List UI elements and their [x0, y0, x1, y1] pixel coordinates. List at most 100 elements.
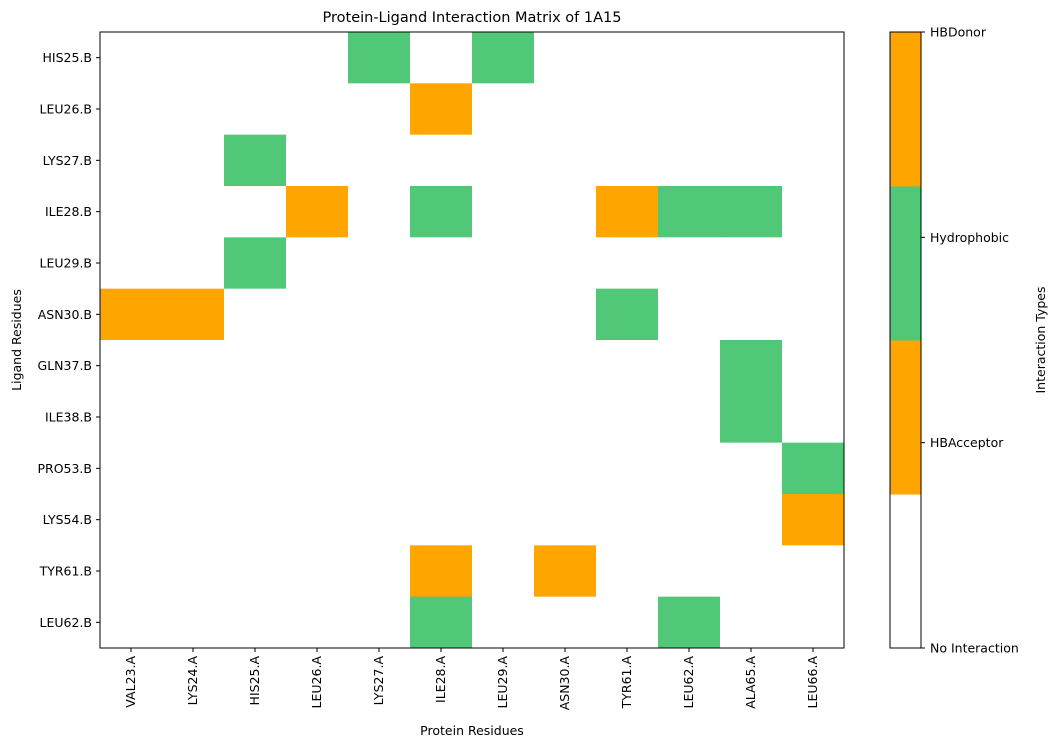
heatmap-cell	[472, 288, 535, 341]
heatmap-cell	[472, 442, 535, 495]
colorbar-label: Interaction Types	[1033, 286, 1048, 393]
heatmap-cell	[162, 545, 225, 598]
heatmap-cell	[286, 442, 349, 495]
heatmap-cell	[162, 186, 225, 238]
colorbar-tick-label: HBDonor	[930, 25, 987, 40]
x-axis-ticks: VAL23.A LYS24.A HIS25.A LEU26.A LYS27.A ILE28…	[123, 648, 820, 710]
heatmap-cell	[596, 83, 659, 136]
heatmap-cell	[596, 186, 659, 238]
heatmap-cell	[534, 288, 597, 341]
x-tick-label: LYS27.A	[371, 656, 386, 706]
chart-title: Protein-Ligand Interaction Matrix of 1A1…	[323, 10, 622, 26]
x-tick-label: LEU26.A	[309, 656, 324, 709]
heatmap-cell	[100, 134, 163, 187]
heatmap-cell	[410, 391, 473, 444]
y-tick-label: LEU62.B	[40, 615, 92, 630]
y-tick-label: ASN30.B	[38, 307, 92, 322]
y-tick-label: HIS25.B	[43, 50, 92, 65]
heatmap-cell	[348, 391, 411, 444]
heatmap-cell	[410, 494, 473, 546]
heatmap-cell	[720, 340, 783, 392]
heatmap-cell	[348, 134, 411, 187]
x-tick-label: ILE28.A	[433, 656, 448, 703]
heatmap-cell	[658, 340, 721, 392]
heatmap-cell	[286, 32, 349, 84]
heatmap-cell	[472, 186, 535, 238]
heatmap-cell	[410, 288, 473, 341]
y-tick-label: LEU26.B	[40, 102, 92, 117]
heatmap-cell	[658, 391, 721, 444]
heatmap-cell	[534, 83, 597, 136]
x-tick-label: LEU62.A	[681, 656, 696, 709]
heatmap-cell	[162, 83, 225, 136]
heatmap-cell	[658, 494, 721, 546]
heatmap-cell	[100, 340, 163, 392]
heatmap-cell	[720, 494, 783, 546]
x-tick-label: ASN30.A	[557, 656, 572, 711]
heatmap-cell	[410, 237, 473, 290]
heatmap-cell	[348, 32, 411, 84]
x-tick-label: TYR61.A	[619, 656, 634, 710]
heatmap-cell	[720, 186, 783, 238]
heatmap-cell	[286, 288, 349, 341]
y-tick-label: PRO53.B	[37, 461, 92, 476]
y-axis-ticks: HIS25.B LEU26.B LYS27.B ILE28.B LEU29.B ASN30…	[37, 50, 100, 630]
x-tick-label: LEU29.A	[495, 656, 510, 709]
heatmap-cell	[348, 596, 411, 649]
heatmap-cell	[596, 288, 659, 341]
heatmap-cell	[224, 494, 287, 546]
heatmap-cell	[100, 391, 163, 444]
heatmap-cell	[224, 288, 287, 341]
heatmap-cell	[348, 237, 411, 290]
heatmap-cell	[162, 340, 225, 392]
heatmap-cell	[534, 545, 597, 598]
heatmap-cell	[162, 596, 225, 649]
y-tick-label: LYS27.B	[43, 153, 92, 168]
heatmap-cell	[472, 237, 535, 290]
heatmap-cell	[720, 83, 783, 136]
heatmap-cell	[224, 391, 287, 444]
heatmap-cell	[472, 83, 535, 136]
heatmap-cell	[472, 391, 535, 444]
heatmap-cell	[410, 596, 473, 649]
heatmap-cell	[534, 186, 597, 238]
x-tick-label: LYS24.A	[185, 656, 200, 706]
heatmap-cell	[720, 237, 783, 290]
heatmap-cell	[162, 391, 225, 444]
heatmap-cell	[348, 545, 411, 598]
heatmap-cell	[410, 186, 473, 238]
colorbar-frame	[889, 31, 922, 649]
heatmap-cell	[534, 32, 597, 84]
colorbar-tick-label: Hydrophobic	[930, 230, 1009, 245]
heatmap-cell	[596, 442, 659, 495]
x-tick-label: ALA65.A	[743, 656, 758, 709]
heatmap-cell	[162, 288, 225, 341]
heatmap-cell	[596, 545, 659, 598]
heatmap-cell	[596, 494, 659, 546]
heatmap-cell	[100, 186, 163, 238]
heatmap-cell	[472, 545, 535, 598]
heatmap-cell	[162, 32, 225, 84]
colorbar-segment	[890, 494, 921, 649]
heatmap-cell	[224, 83, 287, 136]
heatmap-cell	[658, 32, 721, 84]
colorbar: No Interaction HBAcceptor Hydrophobic HBDon…	[889, 25, 1019, 656]
heatmap-cell	[286, 186, 349, 238]
y-tick-label: ILE38.B	[45, 410, 92, 425]
heatmap-cell	[100, 494, 163, 546]
heatmap-cell	[410, 32, 473, 84]
heatmap-cell	[410, 442, 473, 495]
heatmap-cell	[286, 391, 349, 444]
colorbar-segment	[890, 32, 921, 187]
colorbar-tick-label: HBAcceptor	[930, 435, 1004, 450]
x-tick-label: VAL23.A	[123, 656, 138, 708]
heatmap-cell	[348, 288, 411, 341]
heatmap-cell	[782, 596, 845, 649]
heatmap-cell	[286, 545, 349, 598]
heatmap-cell	[596, 391, 659, 444]
heatmap-cell	[658, 442, 721, 495]
heatmap-cell	[224, 340, 287, 392]
heatmap-cell	[534, 494, 597, 546]
heatmap-cell	[348, 442, 411, 495]
heatmap-cell	[286, 237, 349, 290]
